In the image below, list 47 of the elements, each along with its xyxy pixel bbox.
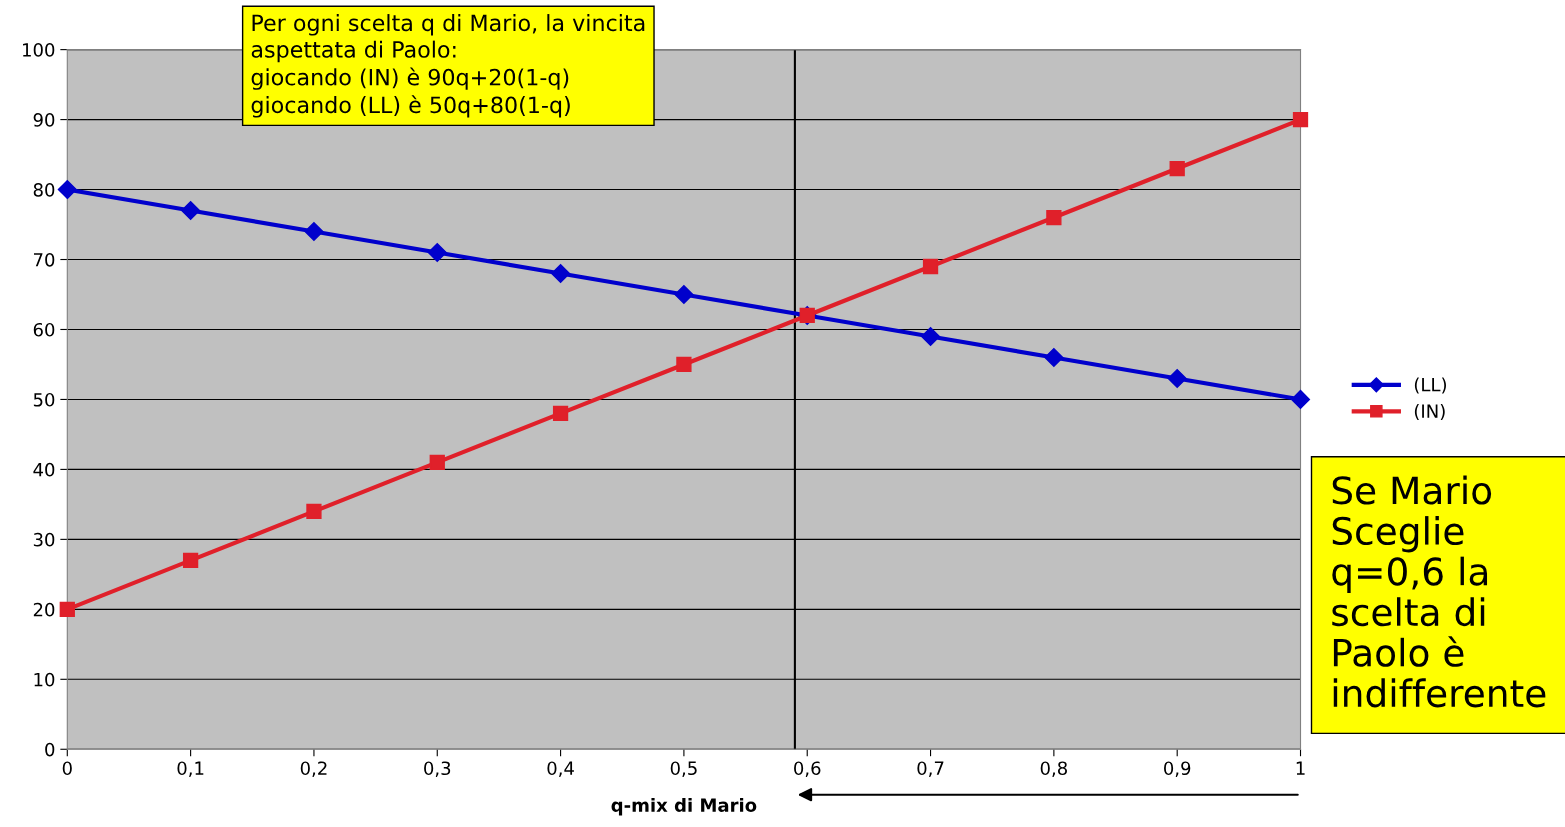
y-tick-label: 20 bbox=[33, 602, 55, 617]
point bbox=[1044, 347, 1064, 367]
x-tick-label: 0,6 bbox=[794, 761, 821, 777]
point bbox=[306, 503, 322, 520]
point bbox=[922, 258, 939, 275]
y-tick-label: 90 bbox=[33, 113, 55, 127]
point bbox=[921, 326, 941, 347]
annotation: Per ogni scelta q di Mario, la vincita aspettata di Paolo: giocando (IN) è 90q+20(1-q) giocando (LL) è 50q+80(1-q) bbox=[251, 14, 645, 118]
x-axis-title: q-mix di Mario bbox=[611, 797, 757, 816]
y-tick-label: 30 bbox=[33, 532, 55, 547]
point bbox=[182, 552, 199, 568]
y-tick-label: 50 bbox=[33, 392, 55, 407]
x-tick-label: 0,8 bbox=[1040, 761, 1067, 777]
x-tick-label: 0,1 bbox=[177, 761, 204, 777]
point bbox=[552, 405, 569, 422]
point bbox=[304, 221, 324, 242]
point bbox=[1167, 368, 1187, 388]
y-tick-label: 60 bbox=[33, 322, 55, 337]
x-tick-label: 0 bbox=[62, 761, 72, 776]
x-tick-label: 0,5 bbox=[670, 761, 697, 777]
point bbox=[429, 454, 445, 471]
point bbox=[674, 284, 694, 305]
y-tick-label: 0 bbox=[45, 742, 55, 757]
legend-label: (IN) bbox=[1414, 403, 1445, 421]
point bbox=[427, 242, 447, 263]
text: Se Mario Sceglie q=0,6 la scelta di Paolo è indifferente bbox=[1332, 475, 1546, 708]
point bbox=[181, 201, 201, 221]
point bbox=[1046, 209, 1062, 226]
y-tick-label: 80 bbox=[33, 183, 55, 197]
point bbox=[1290, 389, 1311, 409]
x-tick-label: 1 bbox=[1296, 761, 1305, 775]
x-tick-label: 0,2 bbox=[300, 761, 327, 777]
y-tick-label: 100 bbox=[23, 43, 55, 57]
point bbox=[57, 180, 77, 200]
x-tick-label: 0,4 bbox=[547, 761, 574, 777]
point bbox=[1169, 160, 1185, 177]
point bbox=[551, 263, 571, 284]
point bbox=[1292, 111, 1309, 128]
point bbox=[59, 601, 75, 617]
point bbox=[676, 356, 692, 373]
x-tick-label: 0,3 bbox=[424, 761, 451, 777]
x-tick-label: 0,7 bbox=[917, 761, 944, 777]
legend-label: (LL) bbox=[1414, 377, 1446, 394]
y-tick-label: 10 bbox=[34, 672, 55, 687]
y-tick-label: 70 bbox=[33, 252, 55, 267]
y-tick-label: 40 bbox=[33, 462, 55, 477]
x-tick-label: 0,9 bbox=[1164, 761, 1191, 777]
